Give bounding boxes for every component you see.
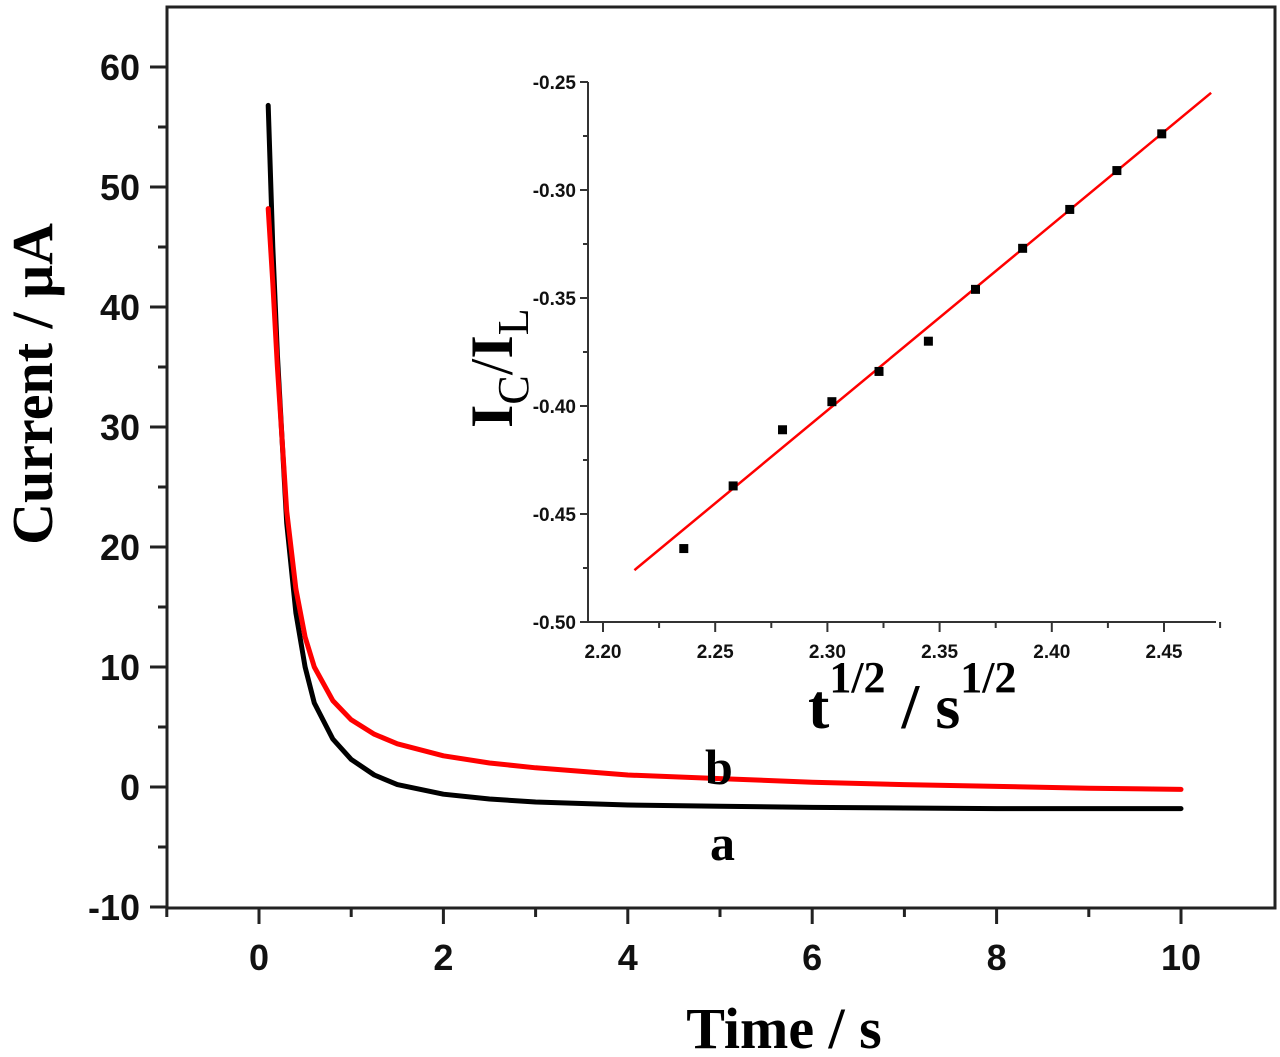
- series-b-line: [265, 206, 1184, 792]
- inset-xlabel-sup2: 1/2: [960, 653, 1016, 702]
- inset-data-point: [1112, 166, 1122, 176]
- x-tick-label: 2: [433, 937, 453, 978]
- x-tick-label: 6: [802, 937, 822, 978]
- inset-data-point: [778, 425, 788, 435]
- y-tick-label: 20: [100, 527, 140, 568]
- inset-data-point: [874, 366, 884, 376]
- y-tick-label: 10: [100, 647, 140, 688]
- inset-y-tick-label: -0.30: [533, 181, 576, 202]
- inset-y-tick-label: -0.25: [533, 73, 577, 94]
- inset-xlabel-sup1: 1/2: [829, 653, 885, 702]
- inset-xlabel-t: t: [808, 671, 830, 742]
- inset-xlabel-mid: / s: [886, 671, 961, 742]
- inset-data-point: [971, 284, 981, 294]
- inset-axes: 2.20 2.25 2.30 2.35 2.40 2.45 -0.50 -0.45 -0.40 -…: [533, 73, 1222, 663]
- x-tick-label: 10: [1161, 937, 1201, 978]
- main-series: [265, 102, 1184, 812]
- y-tick-label: 40: [100, 287, 140, 328]
- inset-data-point: [1065, 204, 1075, 214]
- main-y-axis-title: Current / μA: [0, 223, 65, 545]
- y-tick-label: -10: [88, 887, 140, 928]
- x-tick-label: 8: [987, 937, 1007, 978]
- inset-ylabel-sub-l: L: [489, 308, 538, 335]
- inset-ylabel-I1: I: [459, 405, 525, 428]
- y-tick-label: 30: [100, 407, 140, 448]
- inset-data-point: [827, 397, 837, 407]
- inset-x-tick-label: 2.20: [585, 642, 622, 663]
- series-a-line: [265, 102, 1184, 812]
- inset-ylabel-I2: I: [459, 335, 525, 358]
- inset-x-tick-label: 2.25: [697, 642, 734, 663]
- svg-text:IC/IL: IC/IL: [459, 308, 538, 428]
- main-axes: 0 2 4 6 8 10 -10 0 10 20 30 40 50 60: [88, 47, 1201, 978]
- inset-ylabel-slash: /: [459, 358, 525, 375]
- inset-x-tick-label: 2.40: [1033, 642, 1070, 663]
- inset-y-tick-label: -0.45: [533, 505, 577, 526]
- inset-y-tick-label: -0.40: [533, 397, 576, 418]
- curve-label-b: b: [705, 739, 733, 795]
- inset-x-tick-label: 2.30: [809, 642, 846, 663]
- inset-y-tick-label: -0.35: [533, 289, 577, 310]
- main-x-axis-title: Time / s: [686, 996, 882, 1057]
- x-tick-label: 0: [249, 937, 269, 978]
- inset-y-axis-title: IC/IL: [459, 308, 538, 428]
- inset-data-point: [728, 481, 738, 491]
- y-tick-label: 60: [100, 47, 140, 88]
- inset-data-point: [1157, 129, 1167, 139]
- inset-series: [633, 91, 1212, 572]
- x-tick-label: 4: [618, 937, 638, 978]
- inset-data-point: [679, 544, 689, 554]
- y-tick-label: 50: [100, 167, 140, 208]
- inset-x-tick-label: 2.45: [1146, 642, 1183, 663]
- inset-y-tick-label: -0.50: [533, 613, 576, 634]
- inset-x-tick-label: 2.35: [921, 642, 958, 663]
- inset-fit-line: [633, 91, 1212, 572]
- curve-label-a: a: [710, 815, 735, 871]
- inset-data-point: [923, 336, 933, 346]
- inset-data-point: [1018, 243, 1028, 253]
- inset-x-axis-title: t1/2 / s1/2: [808, 653, 1016, 742]
- inset-ylabel-sub-c: C: [489, 375, 538, 404]
- y-tick-label: 0: [120, 767, 140, 808]
